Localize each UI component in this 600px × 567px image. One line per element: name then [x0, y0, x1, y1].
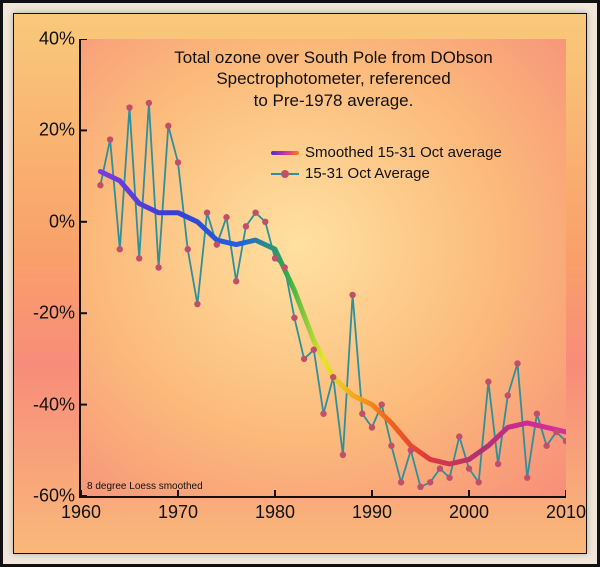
x-tick-label: 1980	[255, 502, 295, 523]
data-marker	[408, 447, 414, 453]
data-marker	[175, 159, 181, 165]
data-marker	[243, 223, 249, 229]
y-tick-label: -20%	[33, 303, 75, 324]
data-marker	[330, 374, 336, 380]
data-marker	[495, 461, 501, 467]
title-line-3: to Pre-1978 average.	[131, 90, 536, 111]
data-marker	[204, 209, 210, 215]
data-marker	[107, 136, 113, 142]
data-marker	[359, 411, 365, 417]
data-marker	[136, 255, 142, 261]
data-marker	[320, 411, 326, 417]
data-marker	[252, 209, 258, 215]
chart-legend: Smoothed 15-31 Oct average 15-31 Oct Ave…	[271, 144, 502, 186]
data-marker	[398, 479, 404, 485]
data-marker	[349, 292, 355, 298]
data-marker	[214, 241, 220, 247]
data-marker	[505, 392, 511, 398]
x-tick-label: 1970	[158, 502, 198, 523]
smoothed-series-line	[100, 172, 566, 465]
data-marker	[514, 360, 520, 366]
data-marker	[165, 123, 171, 129]
title-line-1: Total ozone over South Pole from DObson	[131, 47, 536, 68]
legend-smoothed-label: Smoothed 15-31 Oct average	[305, 144, 502, 161]
data-marker	[485, 379, 491, 385]
data-marker	[476, 479, 482, 485]
x-tick-label: 1990	[352, 502, 392, 523]
legend-raw-label: 15-31 Oct Average	[305, 165, 430, 182]
legend-row-smoothed: Smoothed 15-31 Oct average	[271, 144, 502, 161]
data-marker	[524, 475, 530, 481]
data-marker	[456, 433, 462, 439]
data-marker	[466, 465, 472, 471]
data-marker	[437, 465, 443, 471]
y-tick-label: 20%	[39, 120, 75, 141]
data-marker	[446, 475, 452, 481]
y-tick-label: 40%	[39, 29, 75, 50]
data-marker	[388, 443, 394, 449]
x-tick-label: 2000	[449, 502, 489, 523]
y-tick-label: -40%	[33, 394, 75, 415]
legend-swatch-line-icon	[271, 151, 299, 155]
data-marker	[155, 264, 161, 270]
data-marker	[311, 347, 317, 353]
data-marker	[262, 219, 268, 225]
data-marker	[379, 401, 385, 407]
data-marker	[369, 424, 375, 430]
x-tick-label: 2010	[546, 502, 586, 523]
data-marker	[185, 246, 191, 252]
data-marker	[301, 356, 307, 362]
chart-title: Total ozone over South Pole from DObson …	[131, 47, 536, 111]
data-marker	[553, 429, 559, 435]
legend-swatch-marker-icon	[271, 170, 299, 178]
chart-frame: Total ozone over South Pole from DObson …	[0, 0, 600, 567]
data-marker	[417, 484, 423, 490]
data-marker	[272, 255, 278, 261]
chart-plot-area: Total ozone over South Pole from DObson …	[79, 39, 566, 498]
data-marker	[117, 246, 123, 252]
data-marker	[194, 301, 200, 307]
data-marker	[233, 278, 239, 284]
data-marker	[427, 479, 433, 485]
data-marker	[291, 315, 297, 321]
data-marker	[340, 452, 346, 458]
y-tick-label: 0%	[49, 211, 75, 232]
title-line-2: Spectrophotometer, referenced	[131, 68, 536, 89]
x-tick-label: 1960	[61, 502, 101, 523]
data-marker	[97, 182, 103, 188]
data-marker	[282, 264, 288, 270]
data-marker	[543, 443, 549, 449]
data-marker	[534, 411, 540, 417]
chart-footnote: 8 degree Loess smoothed	[87, 481, 203, 492]
legend-row-raw: 15-31 Oct Average	[271, 165, 502, 182]
data-marker	[223, 214, 229, 220]
chart-panel: Total ozone over South Pole from DObson …	[13, 13, 587, 554]
